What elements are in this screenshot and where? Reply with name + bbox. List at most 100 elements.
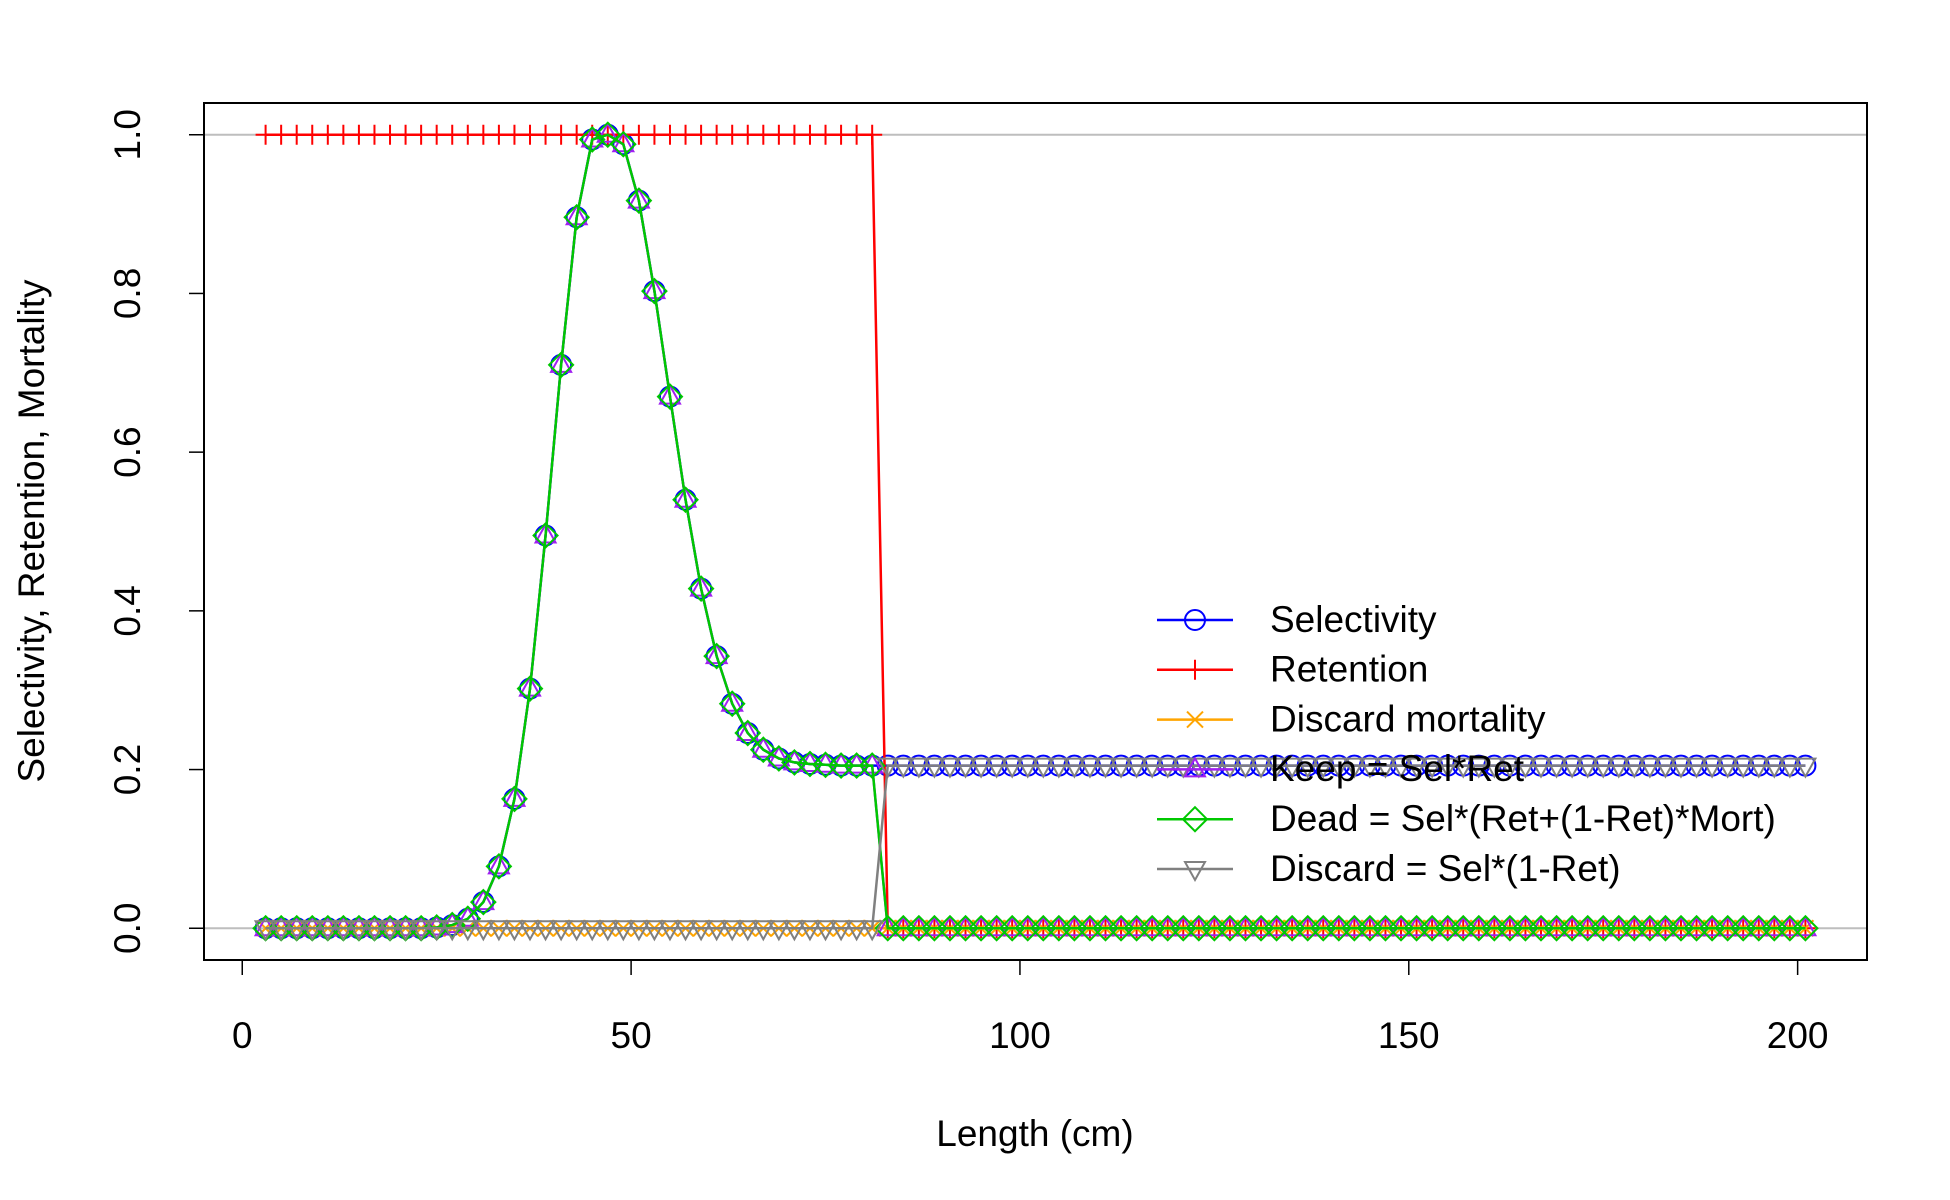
marker (749, 736, 777, 764)
marker (469, 888, 497, 916)
marker (1373, 757, 1398, 779)
marker (1622, 757, 1647, 779)
marker (736, 719, 760, 742)
marker (876, 757, 900, 779)
marker (1062, 757, 1087, 779)
marker (1684, 757, 1709, 779)
marker (798, 920, 822, 942)
marker (456, 920, 480, 942)
marker (736, 920, 760, 942)
marker (1000, 757, 1024, 779)
legend-label: Dead = Sel*(Ret+(1-Ret)*Mort) (1270, 798, 1776, 839)
marker (1451, 757, 1475, 779)
plot-frame (203, 102, 1868, 961)
marker (409, 920, 433, 942)
marker (1638, 757, 1662, 779)
marker (1202, 757, 1227, 779)
legend-marker (1183, 861, 1207, 883)
marker (1295, 757, 1320, 779)
marker (751, 920, 776, 942)
series-line (265, 133, 1806, 930)
marker (860, 920, 884, 942)
marker (703, 642, 731, 670)
marker (1264, 757, 1289, 779)
marker (829, 920, 853, 942)
marker (1467, 757, 1491, 779)
marker (1016, 757, 1040, 779)
marker (969, 757, 993, 779)
x-tick-label: 100 (989, 1015, 1051, 1056)
marker (1280, 757, 1304, 779)
marker (564, 920, 589, 942)
marker (502, 785, 527, 807)
marker (549, 920, 573, 942)
legend-label: Keep = Sel*Ret (1270, 748, 1525, 789)
marker (1420, 757, 1444, 779)
legend-marker (1186, 710, 1204, 729)
marker (673, 920, 698, 942)
marker (625, 187, 653, 215)
marker (1124, 757, 1149, 779)
marker (1249, 757, 1273, 779)
marker (1156, 757, 1180, 779)
marker (518, 920, 542, 942)
marker (642, 920, 667, 942)
marker (316, 920, 340, 942)
legend-marker (1181, 805, 1209, 833)
marker (501, 785, 528, 813)
y-tick-label: 0.6 (107, 426, 148, 477)
marker (1482, 757, 1507, 779)
marker (922, 757, 947, 779)
y-tick-label: 0.2 (107, 744, 148, 795)
marker (718, 690, 746, 718)
marker (1498, 757, 1522, 779)
marker (594, 121, 622, 149)
marker (1404, 757, 1429, 779)
marker (765, 745, 793, 772)
marker (1358, 757, 1382, 779)
marker (1607, 757, 1631, 779)
marker (362, 920, 387, 942)
marker (1389, 757, 1413, 779)
marker (285, 920, 309, 942)
marker (704, 643, 729, 665)
marker (1529, 757, 1553, 779)
marker (424, 920, 449, 942)
marker (533, 920, 558, 942)
marker (689, 920, 713, 942)
marker (984, 757, 1009, 779)
marker (1513, 757, 1538, 779)
marker (1093, 757, 1118, 779)
marker (596, 121, 620, 143)
marker (532, 522, 559, 549)
marker (269, 920, 293, 942)
marker (1575, 757, 1600, 779)
marker (1791, 914, 1819, 942)
marker (1109, 757, 1133, 779)
marker (471, 889, 496, 911)
marker (1747, 757, 1771, 779)
marker (1078, 757, 1102, 779)
marker (1653, 757, 1678, 779)
marker (907, 757, 931, 779)
y-axis-title: Selectivity, Retention, Mortality (11, 279, 52, 783)
marker (1700, 757, 1724, 779)
marker (656, 383, 684, 411)
marker (1311, 757, 1335, 779)
marker (596, 920, 620, 942)
marker (1731, 757, 1755, 779)
marker (672, 486, 699, 514)
marker (782, 920, 807, 942)
legend-label: Discard = Sel*(1-Ret) (1270, 848, 1621, 889)
legend-marker (1185, 659, 1205, 680)
marker (485, 852, 513, 880)
marker (641, 277, 668, 305)
marker (1793, 757, 1818, 779)
series (253, 757, 1818, 942)
legend: Selectivity Retention Discard mortality Kee… (1157, 599, 1776, 889)
marker (1435, 757, 1460, 779)
marker (734, 719, 762, 747)
y-tick-label: 0.0 (107, 903, 148, 954)
marker (1327, 757, 1351, 779)
